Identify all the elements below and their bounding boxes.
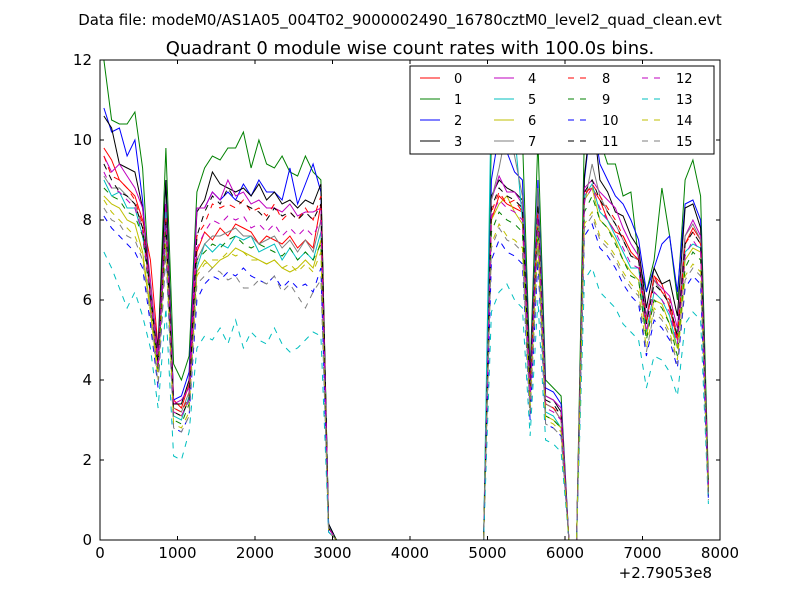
legend-label: 8 — [602, 72, 610, 87]
series-layer — [103, 60, 709, 540]
y-tick-label: 12 — [73, 51, 92, 69]
legend-label: 4 — [528, 72, 536, 87]
series-line-3 — [103, 107, 709, 540]
legend-box — [409, 65, 715, 155]
y-tick-label: 4 — [82, 371, 92, 389]
x-tick-label: 2000 — [236, 544, 274, 562]
x-tick-label: 4000 — [391, 544, 429, 562]
series-line-9 — [103, 187, 709, 540]
x-tick-label: 5000 — [468, 544, 506, 562]
series-line-8 — [103, 155, 709, 540]
legend-label: 10 — [602, 114, 619, 129]
x-tick-label: 3000 — [313, 544, 351, 562]
y-tick-label: 6 — [82, 291, 92, 309]
legend-label: 2 — [454, 114, 462, 129]
x-tick-label: 7000 — [623, 544, 661, 562]
legend-label: 7 — [528, 135, 536, 150]
x-tick-label: 6000 — [546, 544, 584, 562]
suptitle: Data file: modeM0/AS1A05_004T02_90000024… — [78, 11, 722, 30]
legend-label: 11 — [602, 135, 619, 150]
legend-label: 12 — [676, 72, 693, 87]
series-line-11 — [103, 163, 709, 540]
legend-label: 3 — [454, 135, 462, 150]
series-line-10 — [103, 215, 709, 540]
x-tick-label: 0 — [95, 544, 105, 562]
y-tick-label: 8 — [82, 211, 92, 229]
series-line-1 — [103, 60, 709, 540]
legend-label: 6 — [528, 114, 536, 129]
legend-label: 13 — [676, 93, 693, 108]
legend-label: 9 — [602, 93, 610, 108]
legend-label: 1 — [454, 93, 462, 108]
y-tick-label: 0 — [82, 531, 92, 549]
series-line-14 — [103, 199, 709, 540]
legend-label: 15 — [676, 135, 693, 150]
series-line-4 — [103, 155, 709, 540]
y-tick-label: 2 — [82, 451, 92, 469]
x-tick-label: 1000 — [158, 544, 196, 562]
ticks-layer: 0 1000 2000 3000 4000 5000 6000 7000 80000246810… — [73, 51, 739, 562]
chart-title: Quadrant 0 module wise count rates with … — [166, 38, 655, 59]
legend-label: 5 — [528, 93, 536, 108]
series-line-6 — [103, 186, 709, 540]
x-tick-label: 8000 — [701, 544, 739, 562]
legend-label: 14 — [676, 114, 693, 129]
x-offset-label: +2.79053e8 — [619, 564, 712, 582]
legend-label: 0 — [454, 72, 462, 87]
plot-area: 0 1000 2000 3000 4000 5000 6000 7000 80000246810… — [73, 51, 739, 582]
y-tick-label: 10 — [73, 131, 92, 149]
